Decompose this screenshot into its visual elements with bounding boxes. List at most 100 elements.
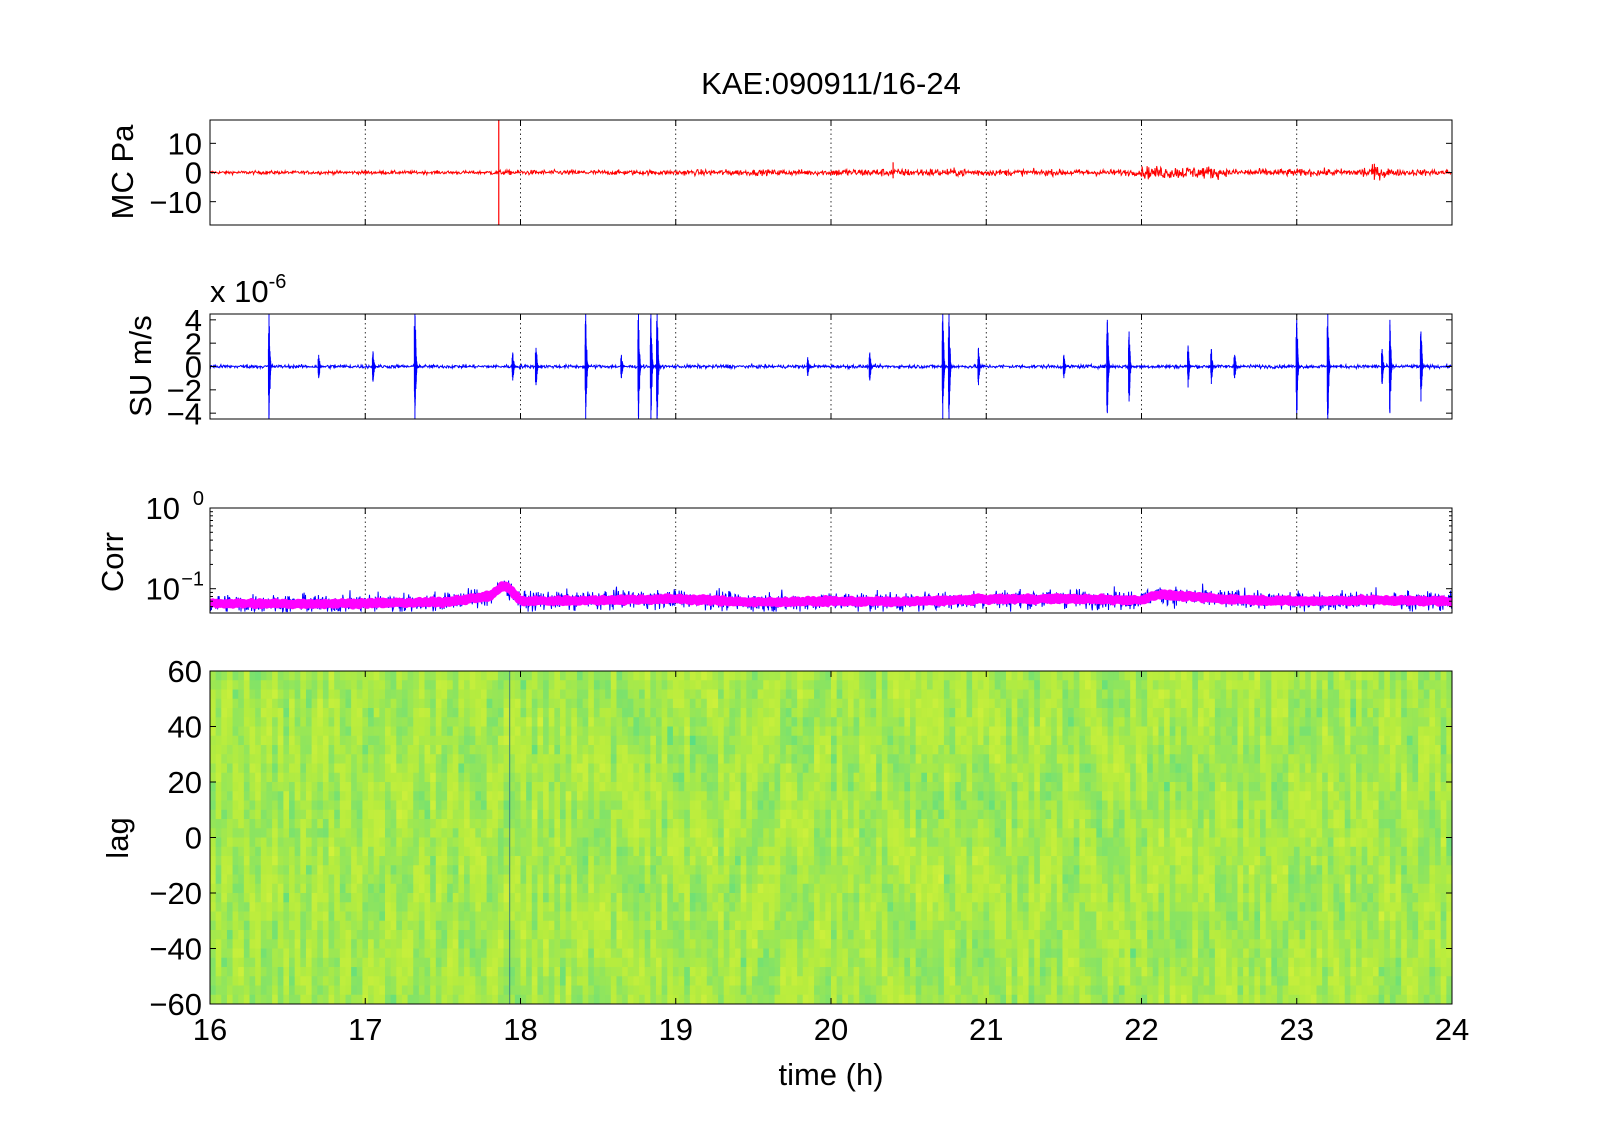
lag-cell <box>791 948 798 959</box>
lag-cell <box>458 930 465 940</box>
lag-cell <box>260 791 268 802</box>
lag-cell <box>475 800 482 811</box>
lag-cell <box>667 809 674 820</box>
lag-cell <box>627 893 635 903</box>
lag-cell <box>915 893 922 903</box>
lag-cell <box>226 893 234 903</box>
lag-cell <box>667 791 674 802</box>
lag-cell <box>639 911 646 922</box>
lag-cell <box>469 976 476 987</box>
lag-cell <box>746 865 753 876</box>
lag-cell <box>746 782 753 792</box>
lag-cell <box>814 930 821 940</box>
lag-cell <box>723 708 730 718</box>
lag-cell <box>876 939 883 950</box>
lag-cell <box>531 819 539 829</box>
lag-cell <box>328 689 335 700</box>
lag-cell <box>588 828 595 839</box>
lag-cell <box>689 791 697 802</box>
lag-cell <box>593 763 601 774</box>
lag-cell <box>864 689 872 700</box>
lag-cell <box>718 828 725 839</box>
lag-cell <box>469 985 476 996</box>
lag-cell <box>943 745 951 755</box>
lag-cell <box>791 782 798 792</box>
lag-cell <box>808 689 815 700</box>
lag-cell <box>599 754 606 765</box>
lag-cell <box>475 735 482 746</box>
lag-cell <box>210 689 217 700</box>
lag-cell <box>226 735 234 746</box>
lag-cell <box>814 763 821 774</box>
lag-cell <box>893 883 900 894</box>
panel-mc: 100−10 MC Pa <box>105 119 1453 226</box>
lag-cell <box>368 846 375 857</box>
lag-cell <box>238 717 245 728</box>
lag-cell <box>475 698 482 709</box>
lag-cell <box>859 828 866 839</box>
lag-cell <box>842 735 849 746</box>
lag-cell <box>503 671 510 681</box>
lag-cell <box>447 689 454 700</box>
lag-cell <box>650 754 657 765</box>
lag-cell <box>379 902 386 913</box>
lag-cell <box>441 745 448 755</box>
lag-cell <box>351 828 358 839</box>
lag-cell <box>226 865 234 876</box>
lag-cell <box>616 902 623 913</box>
lag-cell <box>576 893 584 903</box>
lag-cell <box>480 726 488 737</box>
lag-cell <box>379 883 386 894</box>
lag-cell <box>616 994 623 1004</box>
lag-cell <box>305 745 313 755</box>
lag-cell <box>210 745 217 755</box>
lag-cell <box>418 754 426 765</box>
lag-cell <box>627 726 635 737</box>
lag-cell <box>430 708 437 718</box>
lag-cell <box>418 976 426 987</box>
lag-cell <box>289 837 296 848</box>
lag-cell <box>464 967 471 977</box>
lag-cell <box>424 957 431 968</box>
lag-cell <box>328 846 335 857</box>
lag-cell <box>464 689 471 700</box>
lag-cell <box>531 772 539 783</box>
lag-cell <box>605 967 612 977</box>
lag-cell <box>526 976 533 987</box>
lag-cell <box>644 772 651 783</box>
lag-cell <box>215 726 222 737</box>
lag-cell <box>210 726 217 737</box>
lag-cell <box>853 920 860 931</box>
lag-cell <box>610 689 618 700</box>
lag-cell <box>311 754 318 765</box>
lag-cell <box>887 994 894 1004</box>
lag-cell <box>232 698 239 709</box>
lag-cell <box>678 671 685 681</box>
lag-cell <box>768 671 776 681</box>
lag-cell <box>836 708 843 718</box>
lag-cell <box>605 837 612 848</box>
lag-cell <box>571 994 578 1004</box>
lag-cell <box>780 791 787 802</box>
lag-cell <box>859 717 866 728</box>
lag-cell <box>260 680 268 691</box>
lag-cell <box>689 874 697 885</box>
lag-cell <box>706 976 714 987</box>
lag-cell <box>667 902 674 913</box>
lag-cell <box>503 745 510 755</box>
lag-cell <box>221 893 228 903</box>
lag-cell <box>356 745 364 755</box>
lag-cell <box>266 782 273 792</box>
lag-cell <box>396 800 403 811</box>
lag-cell <box>305 846 313 857</box>
lag-cell <box>791 689 798 700</box>
lag-cell <box>588 939 595 950</box>
lag-cell <box>853 893 860 903</box>
lag-cell <box>943 708 951 718</box>
lag-cell <box>543 948 550 959</box>
lag-cell <box>847 976 855 987</box>
lag-cell <box>836 698 843 709</box>
lag-cell <box>814 772 821 783</box>
lag-cell <box>667 856 674 866</box>
lag-cell <box>418 689 426 700</box>
